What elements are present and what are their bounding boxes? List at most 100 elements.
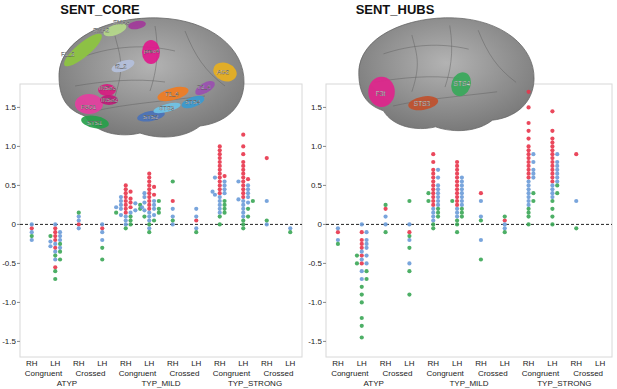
point: [58, 257, 62, 261]
point: [431, 195, 435, 199]
point: [503, 218, 507, 222]
point: [360, 277, 364, 281]
point: [77, 226, 81, 230]
point: [222, 211, 226, 215]
x-tick-label: RH: [214, 359, 226, 368]
point: [460, 179, 464, 183]
point: [218, 144, 222, 148]
point: [218, 207, 222, 211]
point: [526, 148, 530, 152]
point: [58, 250, 62, 254]
point: [53, 234, 57, 238]
region-label: STS4: [454, 80, 471, 87]
brain-region: [98, 84, 116, 96]
point: [460, 203, 464, 207]
group-label: TYP_MILD: [141, 379, 180, 388]
point: [30, 230, 34, 234]
point: [241, 152, 245, 156]
brain-region: [100, 95, 118, 105]
point: [407, 222, 411, 226]
point: [58, 230, 62, 234]
point: [436, 168, 440, 172]
title: SENT_HUBS: [356, 2, 435, 17]
point: [364, 269, 368, 273]
point: [364, 242, 368, 246]
x-tick-label: RH: [332, 359, 344, 368]
point: [455, 215, 459, 219]
point: [218, 152, 222, 156]
point: [431, 160, 435, 164]
subgroup-label: Crossed: [383, 369, 413, 378]
region-label: AG2: [217, 69, 230, 75]
point: [100, 246, 104, 250]
point: [218, 215, 222, 219]
point: [128, 197, 132, 201]
point: [360, 324, 364, 328]
point: [574, 226, 578, 230]
point: [455, 187, 459, 191]
point: [360, 285, 364, 289]
point: [53, 230, 57, 234]
point: [455, 222, 459, 226]
subgroup-label: Crossed: [478, 369, 508, 378]
point: [142, 215, 146, 219]
point: [241, 207, 245, 211]
data-area: [20, 133, 302, 282]
point: [431, 207, 435, 211]
point: [360, 230, 364, 234]
point: [550, 183, 554, 187]
point: [407, 238, 411, 242]
point: [218, 199, 222, 203]
point: [360, 293, 364, 297]
point: [360, 257, 364, 261]
point: [526, 129, 530, 133]
point: [171, 179, 175, 183]
group-label: TYP_STRONG: [228, 379, 282, 388]
point: [124, 199, 128, 203]
point: [455, 164, 459, 168]
point: [124, 187, 128, 191]
point: [526, 152, 530, 156]
point: [241, 164, 245, 168]
y-tick: [323, 185, 326, 186]
y-tick: [323, 107, 326, 108]
y-tick: [323, 263, 326, 264]
y-tick-label: 1.5: [5, 103, 17, 112]
region-label: INSa3: [99, 85, 116, 91]
point: [526, 172, 530, 176]
point: [455, 168, 459, 172]
brain-region: [180, 93, 206, 111]
point: [526, 144, 530, 148]
point: [241, 176, 245, 180]
point: [436, 183, 440, 187]
brain-sulcus: [445, 25, 452, 87]
point: [355, 254, 359, 258]
point: [550, 168, 554, 172]
point: [218, 211, 222, 215]
point: [550, 140, 554, 144]
point: [236, 179, 240, 183]
point: [218, 164, 222, 168]
point: [526, 160, 530, 164]
point: [218, 148, 222, 152]
subgroup-label: Crossed: [264, 369, 294, 378]
point: [119, 207, 123, 211]
point: [431, 152, 435, 156]
brain-image: F1_2SMA2SMA3prec4f2_2AG2F3O1INSa3INSa2ST…: [59, 18, 244, 137]
point: [460, 195, 464, 199]
point: [460, 207, 464, 211]
point: [431, 218, 435, 222]
point: [431, 168, 435, 172]
region-label: STS1: [87, 120, 103, 126]
point: [455, 230, 459, 234]
point: [555, 168, 559, 172]
point: [555, 183, 559, 187]
point: [241, 168, 245, 172]
point: [531, 168, 535, 172]
point: [431, 179, 435, 183]
point: [53, 269, 57, 273]
x-tick-label: LH: [285, 359, 295, 368]
brain-region: [127, 19, 146, 30]
point: [124, 203, 128, 207]
point: [550, 199, 554, 203]
